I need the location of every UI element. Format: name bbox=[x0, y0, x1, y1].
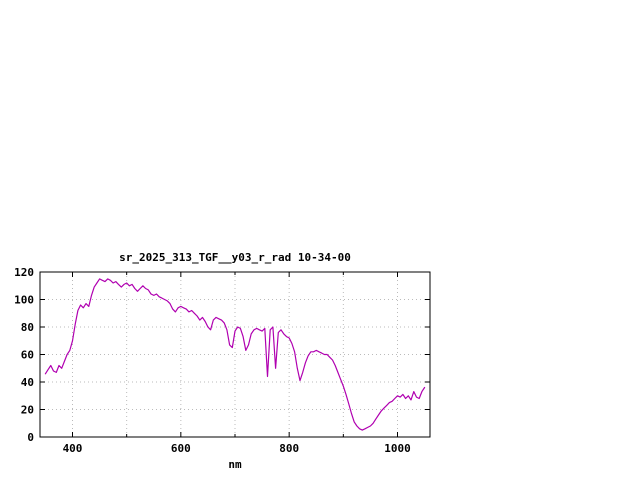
chart-title: sr_2025_313_TGF__y03_r_rad 10-34-00 bbox=[119, 251, 351, 264]
x-axis-label: nm bbox=[228, 458, 242, 471]
x-tick-label: 600 bbox=[171, 442, 191, 455]
x-tick-label: 400 bbox=[63, 442, 83, 455]
y-tick-label: 20 bbox=[21, 404, 34, 417]
y-tick-label: 60 bbox=[21, 349, 34, 362]
y-tick-label: 0 bbox=[27, 431, 34, 444]
x-tick-label: 800 bbox=[279, 442, 299, 455]
y-tick-label: 120 bbox=[14, 266, 34, 279]
x-tick-label: 1000 bbox=[384, 442, 411, 455]
plot-area: 400 600 800 1000 0 20 40 60 80 100 120 bbox=[14, 266, 431, 455]
y-tick-label: 40 bbox=[21, 376, 34, 389]
y-tick-label: 100 bbox=[14, 294, 34, 307]
y-tick-label: 80 bbox=[21, 321, 34, 334]
spectral-curve bbox=[44, 278, 426, 431]
